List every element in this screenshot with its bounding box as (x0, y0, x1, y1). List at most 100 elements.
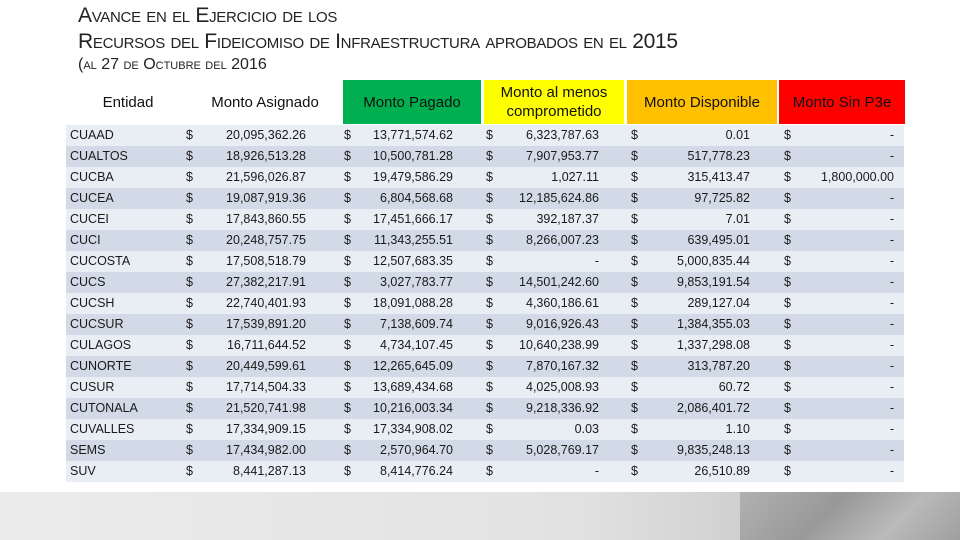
comprometido-value: 10,640,238.99 (519, 338, 599, 352)
comprometido-value: 14,501,242.60 (519, 275, 599, 289)
currency-sign: $ (784, 317, 791, 331)
currency-sign: $ (186, 191, 193, 205)
currency-sign: $ (784, 254, 791, 268)
currency-sign: $ (486, 464, 493, 478)
currency-sign: $ (186, 275, 193, 289)
comprometido-value: 7,907,953.77 (526, 149, 599, 163)
sinp3e-value: - (889, 317, 894, 331)
currency-sign: $ (784, 170, 791, 184)
header-monto-comprometido: Monto al menos comprometido (484, 80, 624, 124)
currency-sign: $ (186, 296, 193, 310)
entidad-cell: CUCSUR (70, 317, 124, 331)
currency-sign: $ (784, 128, 791, 142)
table-row: CUSUR $17,714,504.33 $13,689,434.68 $4,025,… (66, 377, 904, 398)
pagado-value: 17,334,908.02 (373, 422, 453, 436)
comprometido-value: 9,016,926.43 (526, 317, 599, 331)
entidad-cell: CUCSH (70, 296, 115, 310)
entidad-cell: CULAGOS (70, 338, 132, 352)
currency-sign: $ (344, 212, 351, 226)
currency-sign: $ (344, 296, 351, 310)
title-line-2: Recursos del Fideicomiso de Infraestruct… (78, 30, 678, 53)
disponible-value: 517,778.23 (687, 149, 750, 163)
currency-sign: $ (186, 149, 193, 163)
sinp3e-value: 1,800,000.00 (821, 170, 894, 184)
table-row: CULAGOS $16,711,644.52 $4,734,107.45 $10,64… (66, 335, 904, 356)
currency-sign: $ (631, 317, 638, 331)
currency-sign: $ (344, 401, 351, 415)
currency-sign: $ (186, 128, 193, 142)
comprometido-value: 1,027.11 (551, 170, 599, 184)
pagado-value: 7,138,609.74 (380, 317, 453, 331)
disponible-value: 60.72 (718, 380, 750, 394)
currency-sign: $ (344, 275, 351, 289)
pagado-value: 12,507,683.35 (373, 254, 453, 268)
asignado-value: 17,843,860.55 (226, 212, 306, 226)
comprometido-value: - (594, 464, 599, 478)
currency-sign: $ (784, 296, 791, 310)
currency-sign: $ (784, 359, 791, 373)
currency-sign: $ (784, 149, 791, 163)
currency-sign: $ (344, 170, 351, 184)
pagado-value: 17,451,666.17 (373, 212, 453, 226)
sinp3e-value: - (889, 401, 894, 415)
pagado-value: 12,265,645.09 (373, 359, 453, 373)
comprometido-value: 8,266,007.23 (526, 233, 599, 247)
currency-sign: $ (344, 443, 351, 457)
currency-sign: $ (486, 191, 493, 205)
currency-sign: $ (486, 317, 493, 331)
asignado-value: 8,441,287.13 (233, 464, 306, 478)
currency-sign: $ (631, 422, 638, 436)
currency-sign: $ (486, 380, 493, 394)
table-row: SUV $8,441,287.13 $8,414,776.24 $ - $26,510.8… (66, 461, 904, 482)
entidad-cell: CUAAD (70, 128, 114, 142)
pagado-value: 19,479,586.29 (373, 170, 453, 184)
pagado-value: 3,027,783.77 (380, 275, 453, 289)
disponible-value: 289,127.04 (687, 296, 750, 310)
currency-sign: $ (186, 359, 193, 373)
currency-sign: $ (186, 212, 193, 226)
currency-sign: $ (186, 422, 193, 436)
entidad-cell: CUCI (70, 233, 101, 247)
currency-sign: $ (344, 149, 351, 163)
sinp3e-value: - (889, 338, 894, 352)
disponible-value: 97,725.82 (694, 191, 750, 205)
disponible-value: 639,495.01 (687, 233, 750, 247)
table-row: CUCOSTA $17,508,518.79 $12,507,683.35 $ - $5,… (66, 251, 904, 272)
pagado-value: 2,570,964.70 (380, 443, 453, 457)
currency-sign: $ (631, 338, 638, 352)
currency-sign: $ (784, 380, 791, 394)
currency-sign: $ (486, 338, 493, 352)
currency-sign: $ (186, 401, 193, 415)
currency-sign: $ (186, 170, 193, 184)
disponible-value: 1.10 (725, 422, 750, 436)
currency-sign: $ (784, 191, 791, 205)
sinp3e-value: - (889, 275, 894, 289)
table-row: SEMS $17,434,982.00 $2,570,964.70 $5,028,76… (66, 440, 904, 461)
disponible-value: 313,787.20 (687, 359, 750, 373)
currency-sign: $ (631, 275, 638, 289)
currency-sign: $ (186, 380, 193, 394)
table-row: CUCI $20,248,757.75 $11,343,255.51 $8,266,0… (66, 230, 904, 251)
currency-sign: $ (631, 128, 638, 142)
disponible-value: 2,086,401.72 (677, 401, 750, 415)
header-monto-pagado: Monto Pagado (343, 80, 481, 124)
currency-sign: $ (344, 380, 351, 394)
pagado-value: 11,343,255.51 (373, 233, 453, 247)
currency-sign: $ (784, 443, 791, 457)
asignado-value: 22,740,401.93 (226, 296, 306, 310)
pagado-value: 10,500,781.28 (373, 149, 453, 163)
asignado-value: 17,539,891.20 (226, 317, 306, 331)
footer-band (0, 492, 960, 540)
table-row: CUVALLES $17,334,909.15 $17,334,908.02 $0.0… (66, 419, 904, 440)
currency-sign: $ (784, 464, 791, 478)
currency-sign: $ (486, 233, 493, 247)
asignado-value: 16,711,644.52 (226, 338, 306, 352)
asignado-value: 21,520,741.98 (226, 401, 306, 415)
currency-sign: $ (631, 296, 638, 310)
currency-sign: $ (486, 254, 493, 268)
currency-sign: $ (486, 359, 493, 373)
currency-sign: $ (186, 464, 193, 478)
asignado-value: 17,334,909.15 (226, 422, 306, 436)
currency-sign: $ (344, 422, 351, 436)
currency-sign: $ (486, 170, 493, 184)
